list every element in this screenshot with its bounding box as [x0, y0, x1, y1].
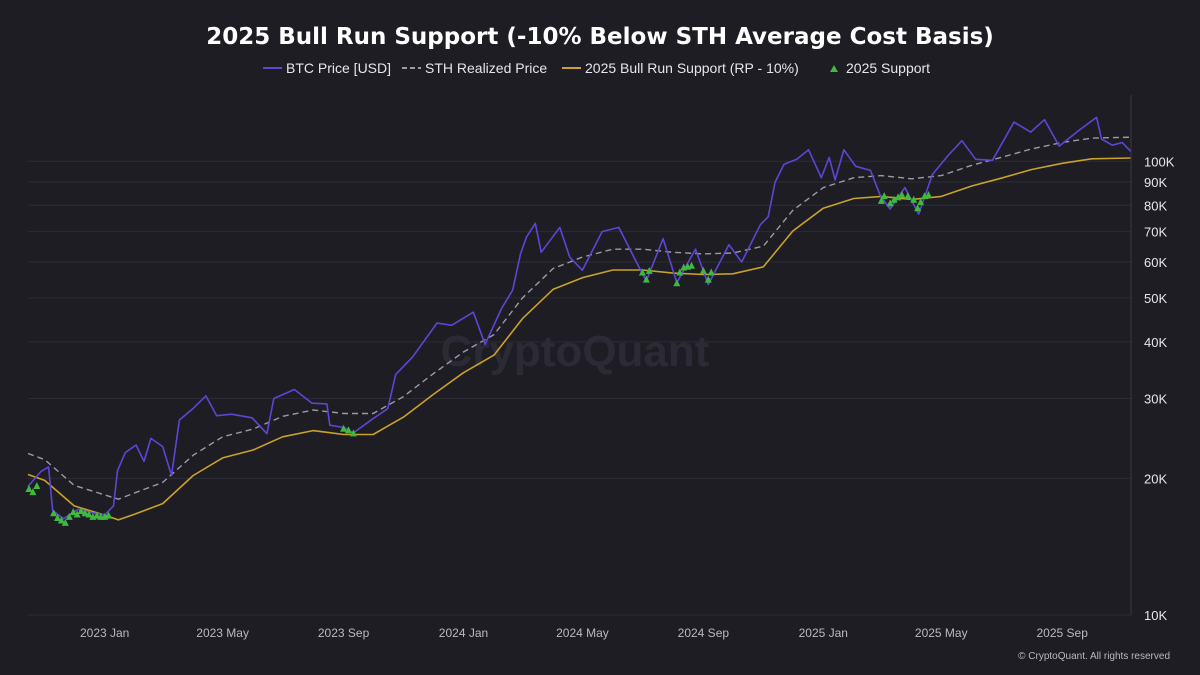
legend-swatch-2025-support — [830, 65, 838, 72]
legend-label-sth-realized-price: STH Realized Price — [425, 60, 547, 76]
support-marker — [61, 518, 69, 526]
chart-title: 2025 Bull Run Support (-10% Below STH Av… — [206, 24, 994, 50]
support-marker — [81, 509, 89, 517]
y-axis: 10K 20K 30K 40K 50K 60K 70K 80K 90K 100K — [1144, 154, 1175, 623]
support-marker — [877, 196, 885, 204]
y-tick-label: 70K — [1144, 225, 1167, 240]
support-marker — [673, 279, 681, 287]
plot-area — [25, 116, 1132, 526]
series-line-sth-realized-price — [27, 136, 1132, 500]
support-marker — [699, 266, 707, 274]
support-marker — [69, 508, 77, 516]
support-marker — [53, 514, 61, 522]
support-marker — [50, 509, 58, 517]
y-tick-label: 30K — [1144, 392, 1167, 407]
x-tick-label: 2024 Jan — [439, 626, 488, 640]
support-marker — [898, 190, 906, 198]
support-marker — [707, 268, 715, 276]
support-marker — [25, 485, 33, 493]
support-marker — [105, 511, 113, 519]
x-tick-label: 2024 Sep — [678, 626, 730, 640]
legend-item-btc-price[interactable]: BTC Price [USD] — [263, 60, 391, 76]
y-tick-label: 20K — [1144, 471, 1167, 486]
y-tick-label: 90K — [1144, 175, 1167, 190]
grid — [28, 160, 1131, 616]
support-marker — [73, 510, 81, 518]
support-marker — [340, 424, 348, 432]
legend-label-bull-run-support: 2025 Bull Run Support (RP - 10%) — [585, 60, 799, 76]
legend-label-btc-price: BTC Price [USD] — [286, 60, 391, 76]
support-marker — [85, 510, 93, 518]
y-tick-label: 10K — [1144, 608, 1167, 623]
legend-item-sth-realized-price[interactable]: STH Realized Price — [402, 60, 547, 76]
support-marker — [344, 426, 352, 434]
support-marker — [886, 199, 894, 207]
y-tick-label: 80K — [1144, 198, 1167, 213]
support-marker — [880, 192, 888, 200]
support-marker — [914, 204, 922, 212]
support-marker — [57, 516, 65, 524]
y-tick-label: 60K — [1144, 255, 1167, 270]
legend: BTC Price [USD] STH Realized Price 2025 … — [263, 60, 930, 76]
support-marker — [638, 268, 646, 276]
legend-item-bull-run-support[interactable]: 2025 Bull Run Support (RP - 10%) — [562, 60, 799, 76]
support-marker — [33, 481, 41, 489]
support-marker — [645, 266, 653, 274]
x-tick-label: 2025 Jan — [799, 626, 848, 640]
support-marker — [910, 195, 918, 203]
support-marker — [93, 511, 101, 519]
x-tick-label: 2023 Sep — [318, 626, 370, 640]
support-marker — [894, 193, 902, 201]
support-marker — [890, 195, 898, 203]
support-marker — [642, 275, 650, 283]
support-marker — [676, 268, 684, 276]
copyright: © CryptoQuant. All rights reserved — [1018, 651, 1170, 662]
watermark: CryptoQuant — [441, 327, 710, 376]
y-tick-label: 40K — [1144, 335, 1167, 350]
y-tick-label: 50K — [1144, 291, 1167, 306]
legend-item-2025-support[interactable]: 2025 Support — [830, 60, 930, 76]
legend-label-2025-support: 2025 Support — [846, 60, 930, 76]
x-tick-label: 2023 Jan — [80, 626, 129, 640]
x-axis: 2023 Jan 2023 May 2023 Sep 2024 Jan 2024 May… — [80, 626, 1088, 640]
support-marker — [917, 198, 925, 206]
support-marker — [349, 429, 357, 437]
x-tick-label: 2023 May — [196, 626, 249, 640]
support-marker — [77, 506, 85, 514]
support-marker — [688, 261, 696, 269]
support-marker — [29, 488, 37, 496]
support-marker — [65, 512, 73, 520]
series-markers-2025-support — [25, 190, 932, 526]
support-marker — [924, 190, 932, 198]
support-marker — [704, 275, 712, 283]
y-tick-label: 100K — [1144, 154, 1175, 169]
x-tick-label: 2025 May — [915, 626, 968, 640]
support-marker — [904, 192, 912, 200]
x-tick-label: 2025 Sep — [1036, 626, 1088, 640]
x-tick-label: 2024 May — [556, 626, 609, 640]
